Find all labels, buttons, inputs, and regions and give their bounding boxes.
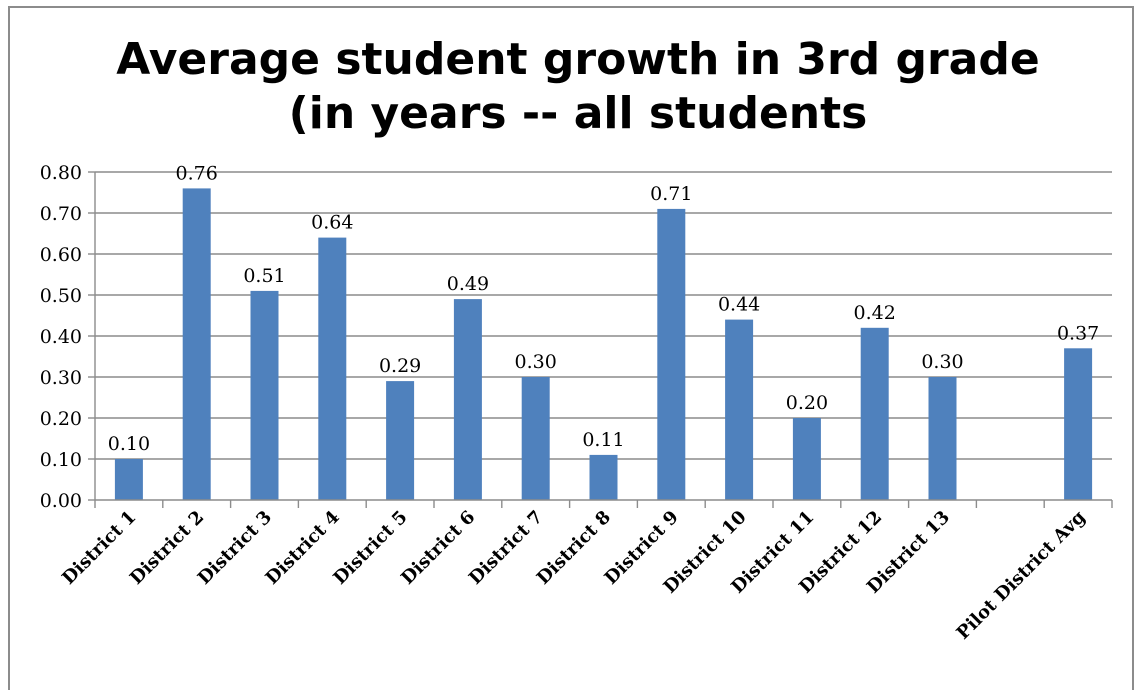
bar (522, 377, 550, 500)
bar (657, 209, 685, 500)
data-label: 0.37 (1057, 322, 1099, 344)
y-tick-label: 0.40 (40, 326, 82, 348)
data-label: 0.76 (176, 162, 218, 184)
data-label: 0.42 (854, 302, 896, 324)
data-label: 0.30 (515, 351, 557, 373)
chart-title-line-2: (in years -- all students (289, 88, 868, 139)
bar (115, 459, 143, 500)
y-tick-label: 0.50 (40, 285, 82, 307)
data-label: 0.29 (379, 355, 421, 377)
bar (793, 418, 821, 500)
bar (251, 291, 279, 500)
bar (183, 188, 211, 500)
bar (1064, 348, 1092, 500)
data-label: 0.30 (921, 351, 963, 373)
y-tick-label: 0.80 (40, 162, 82, 184)
bar (318, 238, 346, 500)
x-axis (95, 500, 1112, 508)
data-label: 0.64 (311, 212, 353, 234)
chart-title: Average student growth in 3rd grade (in … (116, 34, 1039, 139)
bar (861, 328, 889, 500)
y-tick-label: 0.30 (40, 367, 82, 389)
y-tick-label: 0.20 (40, 408, 82, 430)
chart-title-line-1: Average student growth in 3rd grade (116, 34, 1039, 85)
bar (590, 455, 618, 500)
bar (386, 381, 414, 500)
data-label: 0.44 (718, 294, 760, 316)
y-axis-tick-labels: 0.00 0.10 0.20 0.30 0.40 0.50 0.60 0.70 0.80 (40, 162, 82, 512)
bar (725, 320, 753, 500)
x-tick-label: Pilot District Avg (953, 506, 1090, 643)
y-tick-label: 0.60 (40, 244, 82, 266)
bar (929, 377, 957, 500)
data-label: 0.51 (243, 265, 285, 287)
bars (115, 188, 1092, 500)
data-label: 0.11 (582, 429, 624, 451)
data-label: 0.49 (447, 273, 489, 295)
y-tick-label: 0.00 (40, 490, 82, 512)
y-tick-label: 0.10 (40, 449, 82, 471)
y-tick-label: 0.70 (40, 203, 82, 225)
data-label: 0.20 (786, 392, 828, 414)
data-label: 0.71 (650, 183, 692, 205)
data-label: 0.10 (108, 433, 150, 455)
bar (454, 299, 482, 500)
